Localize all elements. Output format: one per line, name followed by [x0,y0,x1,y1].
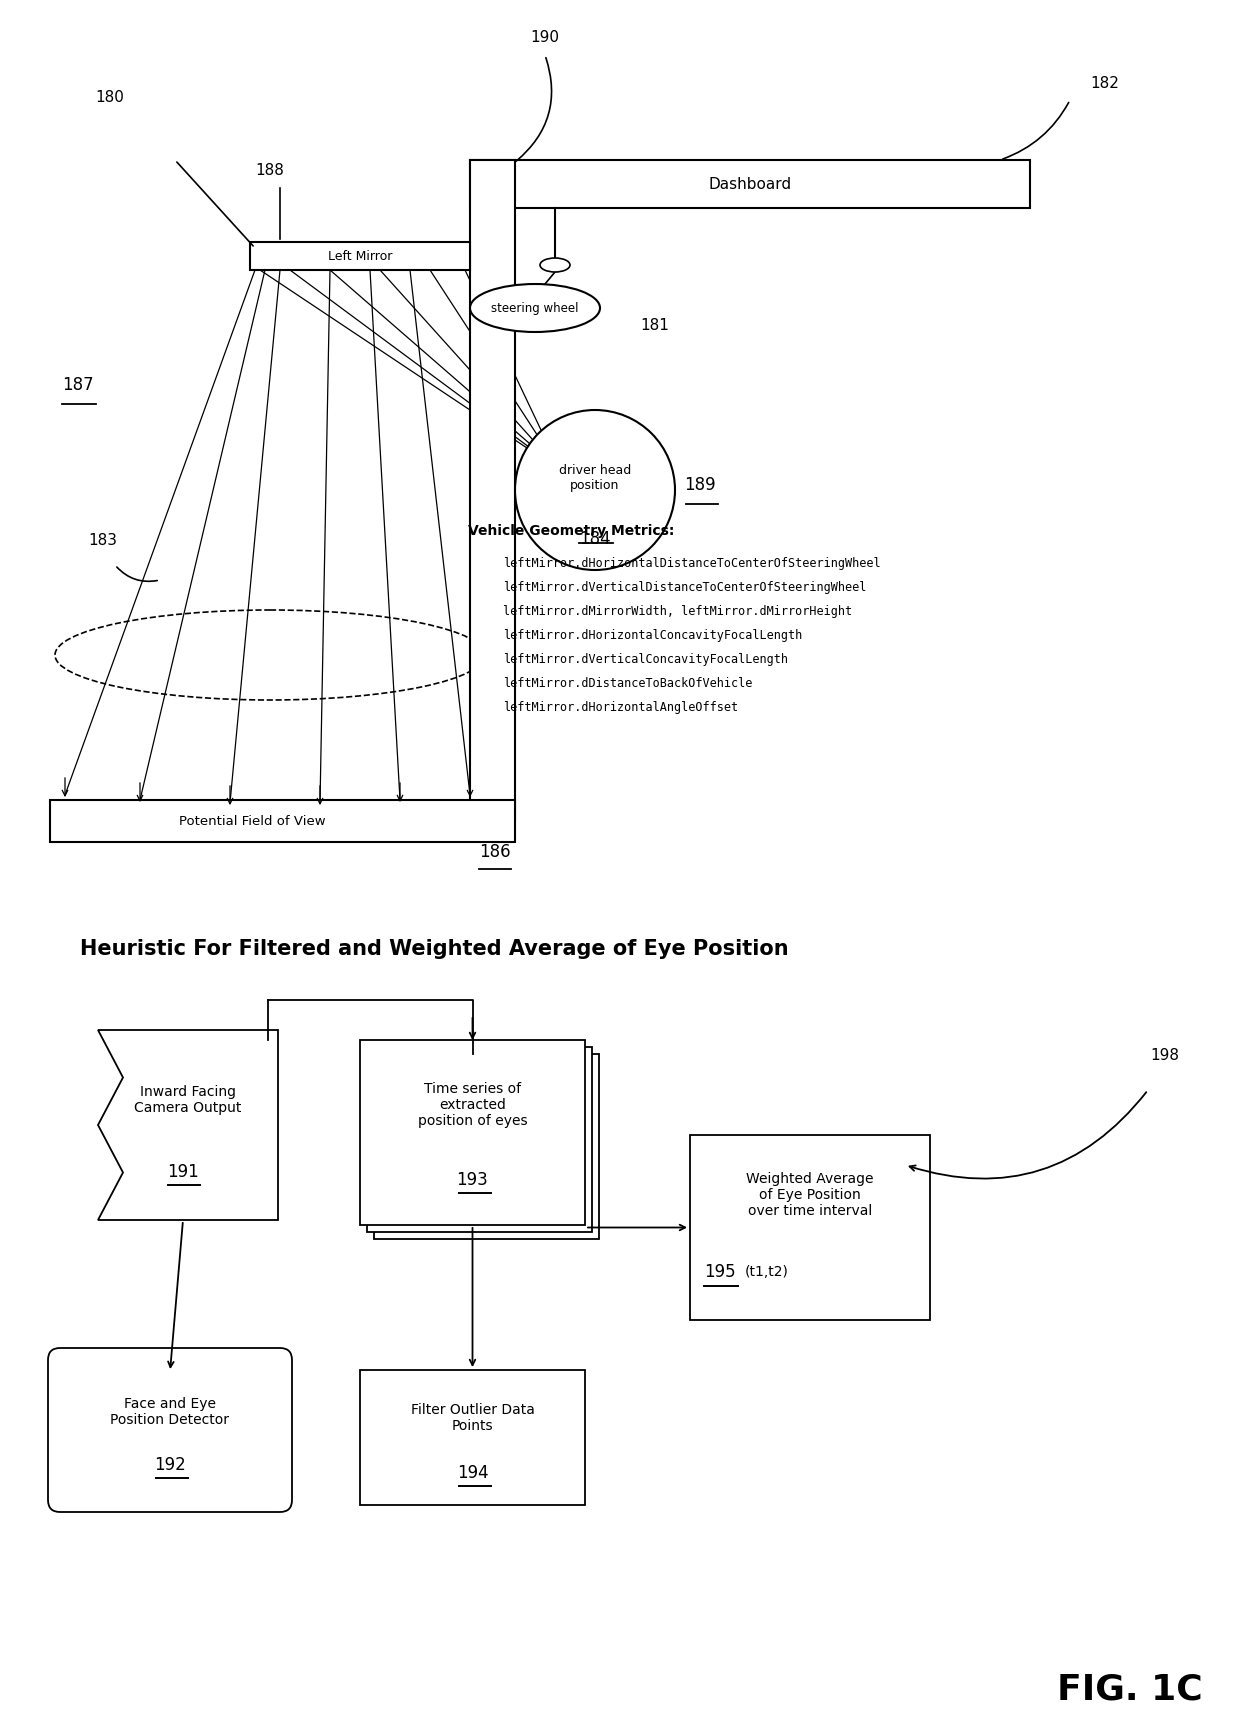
Text: leftMirror.dHorizontalAngleOffset: leftMirror.dHorizontalAngleOffset [503,701,738,713]
Text: 191: 191 [167,1162,198,1181]
Bar [250,242,470,269]
Bar [470,161,515,820]
Text: 181: 181 [640,318,668,333]
Text: Dashboard: Dashboard [708,176,791,192]
Text: Face and Eye
Position Detector: Face and Eye Position Detector [110,1397,229,1427]
Text: Time series of
extracted
position of eyes: Time series of extracted position of eye… [418,1081,527,1128]
Text: 182: 182 [1090,76,1118,92]
Bar [374,1053,599,1238]
Text: 187: 187 [62,376,94,394]
Text: leftMirror.dMirrorWidth, leftMirror.dMirrorHeight: leftMirror.dMirrorWidth, leftMirror.dMir… [503,604,852,618]
Text: leftMirror.dHorizontalConcavityFocalLength: leftMirror.dHorizontalConcavityFocalLeng… [503,629,802,642]
Text: leftMirror.dVerticalConcavityFocalLength: leftMirror.dVerticalConcavityFocalLength [503,653,787,667]
Text: 189: 189 [684,477,715,494]
Text: leftMirror.dVerticalDistanceToCenterOfSteeringWheel: leftMirror.dVerticalDistanceToCenterOfSt… [503,580,867,594]
Text: Left Mirror: Left Mirror [327,249,392,263]
Text: 186: 186 [479,843,511,862]
Polygon shape [98,1029,278,1219]
Text: Vehicle Geometry Metrics:: Vehicle Geometry Metrics: [467,523,675,539]
Text: 188: 188 [255,162,284,178]
Text: leftMirror.dDistanceToBackOfVehicle: leftMirror.dDistanceToBackOfVehicle [503,677,753,691]
Text: Filter Outlier Data
Points: Filter Outlier Data Points [410,1402,534,1433]
Text: leftMirror.dHorizontalDistanceToCenterOfSteeringWheel: leftMirror.dHorizontalDistanceToCenterOf… [503,558,880,570]
Text: 195: 195 [704,1262,735,1281]
Bar [50,800,515,843]
Bar [360,1040,585,1224]
Bar [367,1047,591,1231]
Text: steering wheel: steering wheel [491,302,579,314]
Text: 183: 183 [88,534,117,547]
Text: Weighted Average
of Eye Position
over time interval: Weighted Average of Eye Position over ti… [746,1173,874,1218]
Text: FIG. 1C: FIG. 1C [1058,1673,1203,1706]
Text: 194: 194 [456,1464,489,1482]
Text: Heuristic For Filtered and Weighted Average of Eye Position: Heuristic For Filtered and Weighted Aver… [81,939,789,958]
Text: driver head
position: driver head position [559,465,631,492]
Text: 190: 190 [529,29,559,45]
Circle shape [515,409,675,570]
FancyBboxPatch shape [48,1349,291,1513]
Text: (t1,t2): (t1,t2) [745,1264,789,1280]
Text: 193: 193 [456,1171,489,1188]
Text: 180: 180 [95,90,124,105]
Ellipse shape [470,283,600,332]
Text: 192: 192 [154,1456,186,1475]
Bar [360,1370,585,1504]
Text: 198: 198 [1149,1048,1179,1064]
Bar [689,1135,930,1319]
Text: Inward Facing
Camera Output: Inward Facing Camera Output [134,1085,242,1116]
Text: 184: 184 [579,530,611,547]
Bar [470,161,1030,207]
Ellipse shape [539,257,570,271]
Text: Potential Field of View: Potential Field of View [180,815,326,827]
